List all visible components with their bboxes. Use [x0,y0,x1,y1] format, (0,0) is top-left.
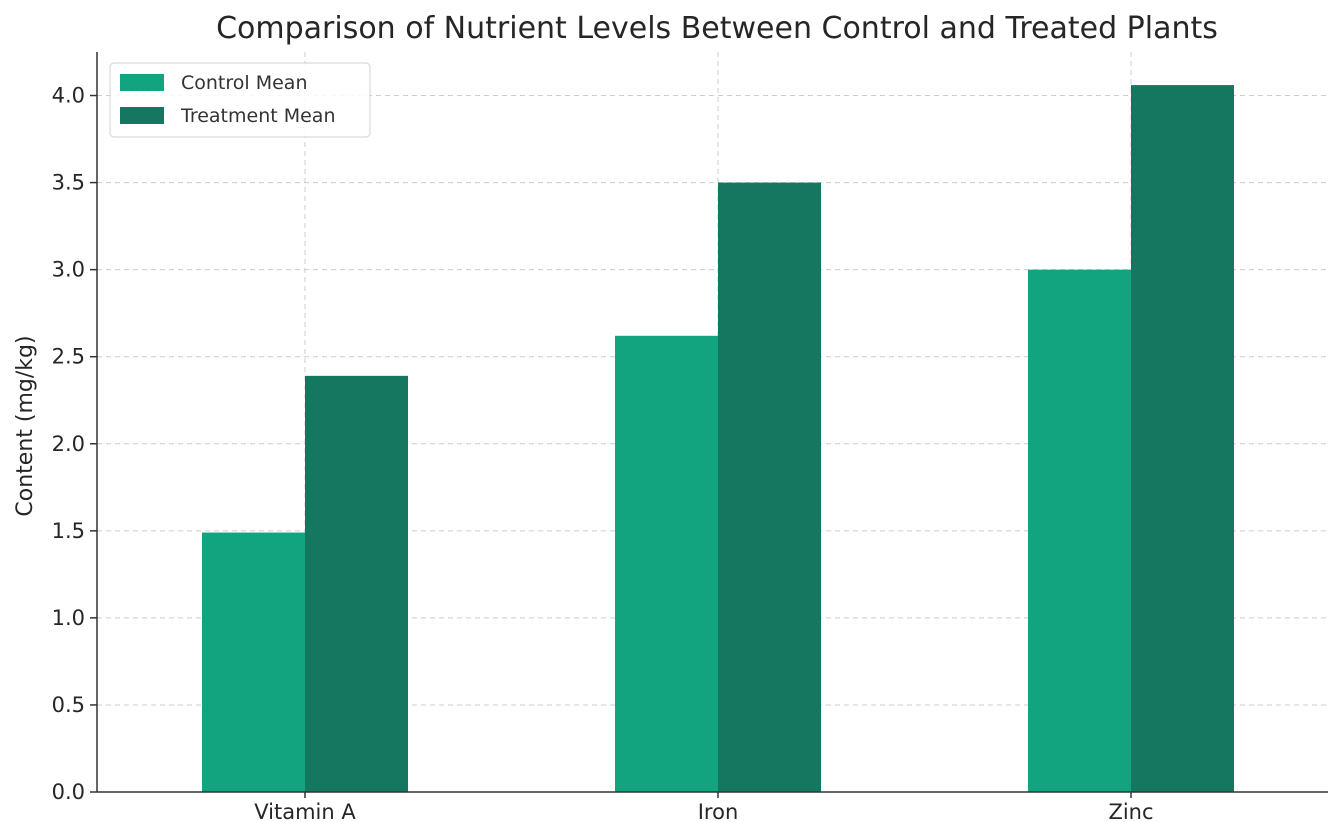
bars [202,85,1234,793]
bar-control-iron [615,335,718,792]
legend-swatch-treatment [120,107,164,124]
legend-frame [109,62,371,138]
y-tick-label: 2.5 [52,345,85,369]
bar-treatment-zinc [1131,85,1234,793]
y-tick-label: 1.5 [52,519,85,543]
y-tick-label: 0.0 [52,780,85,804]
x-tick-label: Vitamin A [254,800,356,822]
x-tick-label: Zinc [1108,800,1153,822]
y-tick-label: 2.0 [52,432,85,456]
bar-treatment-vitamin-a [305,375,408,792]
y-tick-label: 3.5 [52,171,85,195]
y-tick-label: 3.0 [52,258,85,282]
legend-label-control: Control Mean [181,72,308,94]
bar-control-zinc [1028,269,1131,792]
y-tick-label: 1.0 [52,606,85,630]
bar-control-vitamin-a [202,532,305,792]
bar-treatment-iron [718,182,821,792]
y-axis-label: Content (mg/kg) [13,335,38,516]
axes [90,52,1328,798]
legend: Control Mean Treatment Mean [109,62,371,138]
legend-swatch-control [120,74,164,91]
y-tick-label: 4.0 [52,84,85,108]
y-tick-labels: 0.0 0.5 1.0 1.5 2.0 2.5 3.0 3.5 4.0 [52,84,85,804]
x-tick-label: Iron [698,800,739,822]
x-tick-labels: Vitamin A Iron Zinc [254,800,1153,822]
y-tick-label: 0.5 [52,693,85,717]
legend-label-treatment: Treatment Mean [180,105,336,127]
chart-title: Comparison of Nutrient Levels Between Co… [216,11,1218,46]
